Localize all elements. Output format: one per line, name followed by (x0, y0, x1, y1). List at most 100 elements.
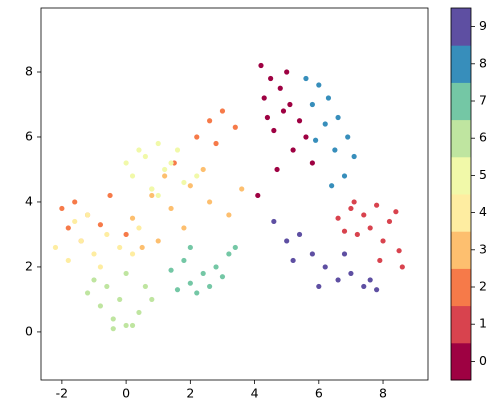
point (97, 222, 104, 228)
colorbar-label: 9 (479, 18, 487, 33)
point (316, 283, 322, 290)
point (213, 264, 219, 270)
colorbar-segment (451, 268, 471, 307)
point (91, 277, 97, 283)
point (65, 257, 71, 264)
point (213, 140, 219, 147)
point (123, 231, 129, 238)
point (316, 82, 322, 88)
point (129, 173, 136, 179)
point (91, 251, 97, 257)
point (367, 225, 373, 231)
point (335, 277, 341, 283)
y-tick-label: 8 (25, 64, 33, 79)
colorbar-label: 8 (479, 55, 487, 70)
point (255, 192, 261, 199)
colorbar-label: 2 (479, 279, 487, 294)
point (187, 183, 193, 189)
point (187, 244, 193, 251)
point (345, 134, 351, 140)
point (84, 212, 91, 218)
point (207, 199, 213, 205)
colorbar-segment (451, 82, 471, 121)
point (396, 248, 402, 254)
point (361, 212, 367, 218)
point (284, 69, 290, 75)
point (351, 199, 357, 205)
point (65, 225, 71, 231)
point (110, 326, 116, 332)
point (335, 215, 341, 221)
point (341, 228, 348, 234)
point (142, 153, 148, 160)
point (277, 85, 283, 91)
point (168, 205, 174, 212)
point (155, 192, 161, 199)
point (261, 95, 267, 101)
point (149, 186, 155, 192)
point (309, 101, 315, 108)
point (232, 244, 238, 251)
point (380, 238, 386, 244)
point (226, 212, 232, 218)
point (104, 283, 110, 290)
x-tick-label: -2 (56, 386, 68, 401)
x-tick-label: 6 (315, 386, 323, 401)
point (155, 140, 161, 147)
x-tick-label: 4 (251, 386, 259, 401)
point (72, 218, 78, 225)
point (72, 199, 78, 205)
point (296, 118, 303, 124)
point (386, 218, 393, 225)
point (239, 186, 245, 192)
point (207, 283, 213, 290)
point (194, 290, 200, 296)
point (123, 160, 129, 166)
point (361, 283, 367, 290)
point (232, 124, 238, 130)
colorbar-label: 4 (479, 204, 487, 219)
point (367, 277, 373, 283)
point (348, 205, 354, 212)
colorbar-label: 0 (479, 353, 487, 368)
point (312, 137, 319, 143)
point (162, 166, 168, 173)
point (162, 173, 168, 179)
point (59, 205, 65, 212)
point (268, 75, 274, 82)
colorbar-segment (451, 231, 471, 269)
point (104, 231, 110, 238)
point (374, 202, 380, 208)
point (139, 244, 145, 251)
point (142, 283, 148, 290)
point (123, 270, 129, 277)
y-tick-label: 2 (25, 258, 33, 273)
colorbar-frame (450, 7, 472, 381)
point (174, 287, 181, 293)
point (136, 309, 142, 316)
point (264, 114, 271, 121)
colorbar-label: 1 (479, 316, 487, 331)
point (290, 257, 296, 264)
point (181, 179, 187, 186)
point (348, 270, 354, 277)
point (155, 238, 161, 244)
colorbar-segment (451, 305, 471, 344)
colorbar-segment (451, 194, 471, 232)
point (399, 264, 405, 270)
point (207, 118, 213, 124)
point (97, 264, 104, 270)
point (354, 231, 360, 238)
point (181, 257, 187, 264)
point (194, 173, 200, 179)
y-tick-label: 6 (25, 128, 33, 143)
point (219, 108, 226, 114)
point (117, 244, 123, 251)
point (226, 251, 232, 257)
point (332, 147, 338, 153)
point (335, 114, 341, 121)
point (271, 127, 277, 134)
point (174, 147, 181, 153)
point (377, 257, 383, 264)
